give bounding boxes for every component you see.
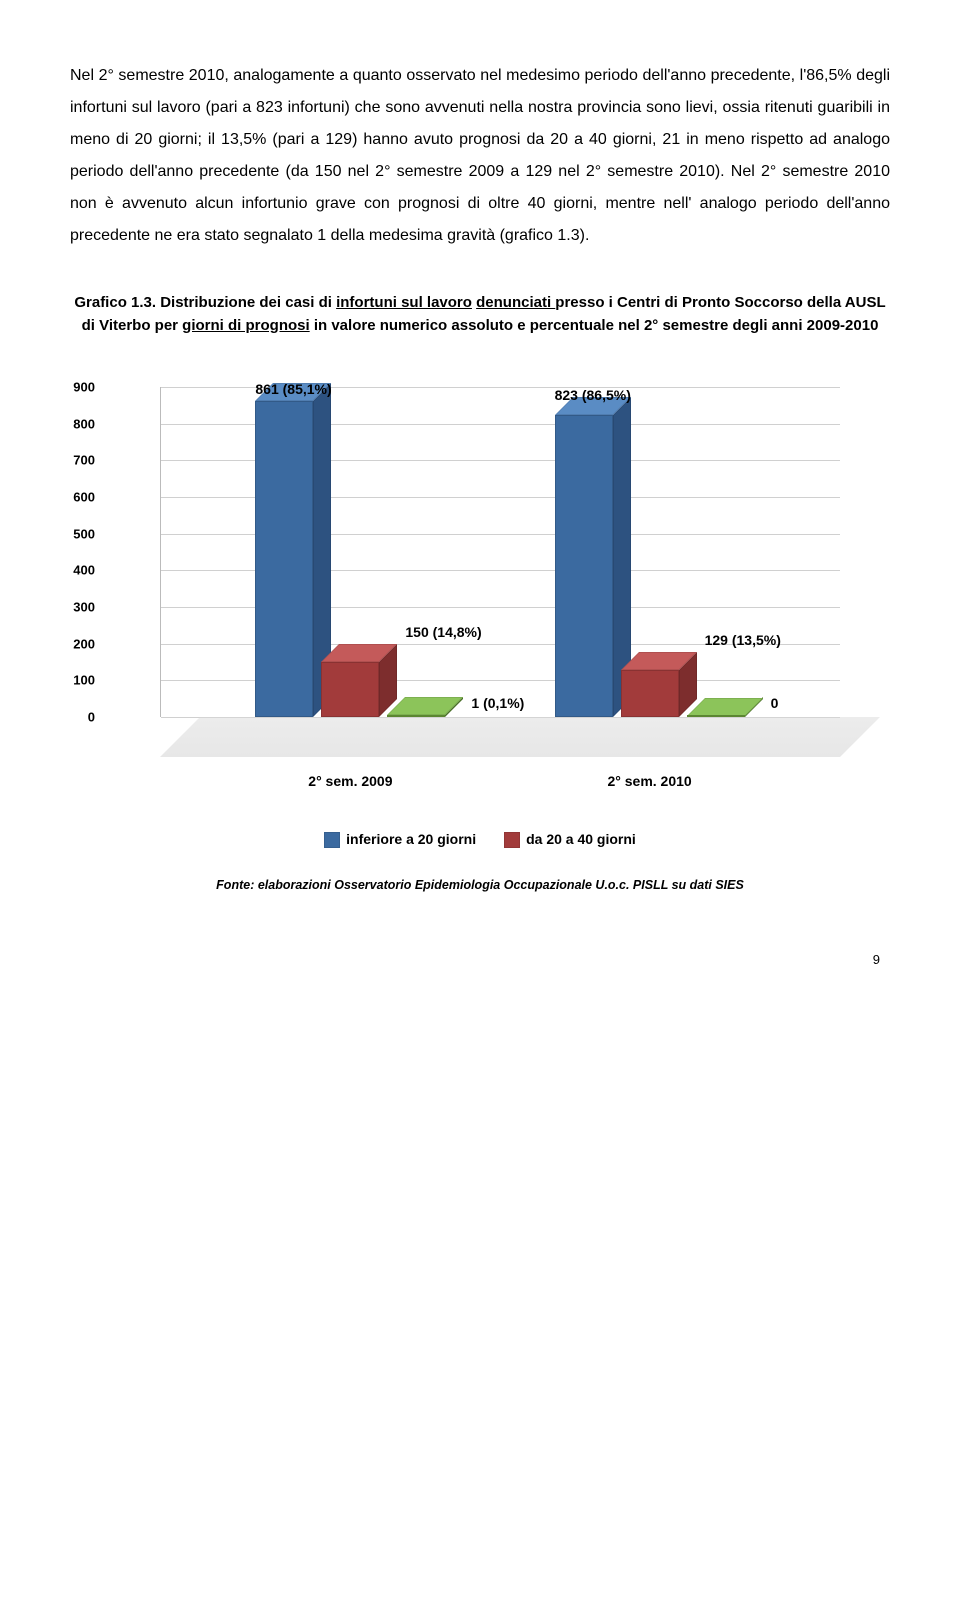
legend-swatch [504, 832, 520, 848]
y-tick-label: 500 [55, 526, 95, 541]
bar-data-label: 129 (13,5%) [705, 632, 781, 648]
y-tick-label: 600 [55, 490, 95, 505]
legend-label: da 20 a 40 giorni [526, 831, 636, 847]
chart-legend: inferiore a 20 giorni da 20 a 40 giorni [100, 827, 860, 848]
bar-chart: 861 (85,1%) 150 (14,8%) 1 (0,1%) 823 (86,5%… [100, 367, 860, 848]
bar-data-label: 1 (0,1%) [471, 695, 524, 711]
y-tick-label: 400 [55, 563, 95, 578]
y-tick-label: 0 [55, 710, 95, 725]
y-tick-label: 100 [55, 673, 95, 688]
y-tick-label: 800 [55, 416, 95, 431]
caption-u3: giorni di prognosi [182, 317, 310, 334]
chart-bar [555, 415, 613, 717]
y-tick-label: 700 [55, 453, 95, 468]
legend-item: da 20 a 40 giorni [504, 831, 636, 848]
chart-source: Fonte: elaborazioni Osservatorio Epidemi… [70, 878, 890, 892]
x-axis-label: 2° sem. 2009 [308, 773, 392, 789]
bar-data-label: 0 [771, 695, 779, 711]
chart-bar [621, 670, 679, 717]
caption-tail: in valore numerico assoluto e percentual… [310, 317, 879, 334]
legend-swatch [324, 832, 340, 848]
legend-label: inferiore a 20 giorni [346, 831, 476, 847]
caption-lead: Grafico 1.3. Distribuzione dei casi di [74, 294, 336, 311]
bar-data-label: 823 (86,5%) [555, 387, 631, 403]
x-axis-label: 2° sem. 2010 [607, 773, 691, 789]
bar-data-label: 861 (85,1%) [255, 381, 331, 397]
caption-u2: denunciati [476, 294, 555, 311]
legend-item: inferiore a 20 giorni [324, 831, 476, 848]
bar-data-label: 150 (14,8%) [405, 624, 481, 640]
chart-bar [387, 715, 445, 717]
y-tick-label: 300 [55, 600, 95, 615]
chart-bar [321, 662, 379, 717]
y-tick-label: 200 [55, 636, 95, 651]
chart-bar [255, 401, 313, 717]
chart-caption: Grafico 1.3. Distribuzione dei casi di i… [70, 292, 890, 337]
body-paragraph: Nel 2° semestre 2010, analogamente a qua… [70, 60, 890, 252]
page-number: 9 [70, 952, 890, 967]
caption-u1: infortuni sul lavoro [336, 294, 472, 311]
y-tick-label: 900 [55, 380, 95, 395]
chart-bar [687, 716, 745, 717]
